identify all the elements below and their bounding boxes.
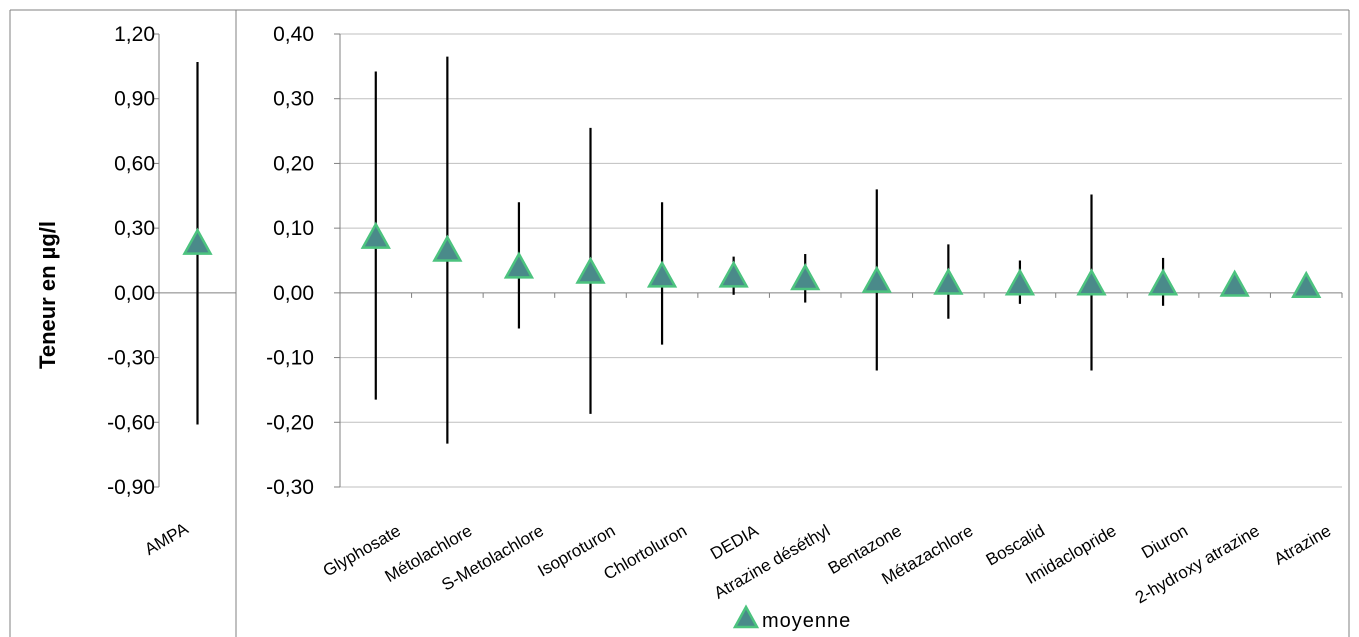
y-tick-label: -0,30	[266, 476, 314, 499]
y-tick-label: 0,40	[273, 23, 314, 46]
mean-marker-5	[718, 260, 749, 288]
mean-marker-1	[432, 234, 463, 262]
y-tick-label: -0,20	[266, 411, 314, 434]
mean-marker-4	[646, 260, 678, 288]
mean-marker-0	[360, 221, 391, 249]
legend: moyenne	[732, 604, 851, 632]
chart-frame	[9, 9, 1350, 637]
mean-marker-9	[1004, 268, 1036, 296]
category-label-0: AMPA	[141, 519, 192, 559]
legend-marker	[732, 604, 760, 629]
mean-marker-7	[861, 265, 892, 293]
legend-label: moyenne	[762, 610, 851, 632]
y-axis-label: Teneur en µg/l	[35, 221, 60, 369]
y-tick-label: -0,90	[107, 476, 155, 499]
mean-marker-6	[790, 263, 821, 291]
y-tick-label: 0,20	[273, 152, 314, 175]
pesticides-panel: 0,400,300,200,100,00-0,10-0,20-0,30Glyph…	[266, 23, 1343, 607]
category-label-12: 2-hydroxy atrazine	[1132, 521, 1263, 607]
y-tick-label: 0,30	[273, 88, 314, 111]
y-tick-label: 0,00	[273, 282, 314, 305]
y-tick-label: 0,30	[114, 217, 155, 240]
mean-marker-2	[503, 251, 535, 279]
category-label-13: Atrazine	[1271, 521, 1335, 569]
mean-marker-8	[933, 267, 964, 295]
mean-marker-3	[575, 256, 606, 284]
y-tick-label: 0,00	[114, 282, 155, 305]
y-tick-label: 1,20	[114, 23, 155, 46]
ampa-panel: 1,20 0,90 0,60 0,30 0,00 -0,30 -0,60 -0,90 AMPA	[107, 23, 237, 559]
category-label-11: Diuron	[1138, 521, 1191, 563]
y-tick-label: 0,10	[273, 217, 314, 240]
mean-marker-12	[1219, 269, 1250, 297]
y-tick-label: -0,60	[107, 411, 155, 434]
mean-marker-13	[1291, 270, 1322, 299]
y-tick-label: 0,60	[114, 152, 155, 175]
y-tick-label: -0,10	[266, 347, 314, 370]
category-label-5: DEDIA	[707, 521, 762, 564]
mean-marker-10	[1076, 268, 1107, 296]
mean-marker-0	[182, 227, 213, 255]
y-tick-label: -0,30	[107, 347, 155, 370]
y-tick-label: 0,90	[114, 88, 155, 111]
mean-marker-11	[1147, 268, 1179, 296]
